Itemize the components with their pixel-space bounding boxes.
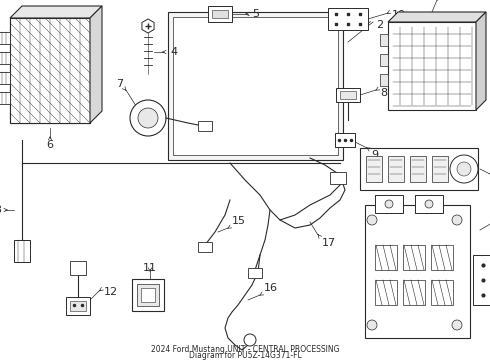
Polygon shape [10, 6, 102, 18]
Circle shape [244, 334, 256, 346]
Bar [473, 255, 490, 305]
Text: 12: 12 [104, 287, 118, 297]
Bar [330, 172, 346, 184]
Text: 3: 3 [0, 205, 1, 215]
Bar [388, 22, 476, 110]
Bar [248, 268, 262, 278]
Polygon shape [142, 19, 154, 33]
Text: 16: 16 [264, 283, 278, 293]
Bar [14, 240, 30, 262]
Bar [198, 242, 212, 252]
Polygon shape [388, 12, 486, 22]
Bar [380, 34, 388, 46]
Bar [141, 288, 155, 302]
Text: 9: 9 [371, 150, 378, 160]
Text: Diagram for PU5Z-14G371-FL: Diagram for PU5Z-14G371-FL [189, 351, 301, 360]
Bar [365, 205, 470, 338]
Text: 2: 2 [376, 20, 383, 30]
Circle shape [457, 162, 471, 176]
Bar [173, 17, 338, 155]
Bar [431, 280, 453, 305]
Bar [66, 297, 90, 315]
Text: 7: 7 [116, 79, 123, 89]
Bar [10, 18, 90, 123]
Circle shape [450, 155, 478, 183]
Polygon shape [90, 6, 102, 123]
Bar [388, 156, 404, 182]
Circle shape [452, 320, 462, 330]
Text: 2024 Ford Mustang UNIT - CENTRAL PROCESSING: 2024 Ford Mustang UNIT - CENTRAL PROCESS… [151, 345, 339, 354]
Text: 15: 15 [232, 216, 246, 226]
Bar [380, 54, 388, 66]
Circle shape [452, 215, 462, 225]
Bar [380, 74, 388, 86]
Bar [70, 301, 86, 311]
Bar [432, 156, 448, 182]
Bar [10, 18, 90, 123]
Bar [212, 10, 228, 18]
Bar [410, 156, 426, 182]
Circle shape [385, 200, 393, 208]
Bar [375, 245, 397, 270]
Circle shape [138, 108, 158, 128]
Polygon shape [476, 12, 486, 110]
Bar [431, 245, 453, 270]
Bar [335, 133, 355, 147]
Bar [403, 280, 425, 305]
Circle shape [367, 320, 377, 330]
Bar [0, 32, 10, 44]
Bar [168, 12, 343, 160]
Bar [375, 195, 403, 213]
Bar [132, 279, 164, 311]
Bar [360, 148, 478, 190]
Bar [0, 92, 10, 104]
Circle shape [130, 100, 166, 136]
Bar [0, 52, 10, 64]
Bar [70, 261, 86, 275]
Bar [340, 91, 356, 99]
Bar [0, 72, 10, 84]
Bar [375, 280, 397, 305]
Text: 6: 6 [47, 140, 53, 150]
Text: 11: 11 [143, 263, 157, 273]
Circle shape [367, 215, 377, 225]
Text: 17: 17 [322, 238, 336, 248]
Bar [366, 156, 382, 182]
Text: 8: 8 [380, 88, 387, 98]
Text: 5: 5 [252, 9, 259, 19]
Bar [328, 8, 368, 30]
Circle shape [425, 200, 433, 208]
Bar [208, 6, 232, 22]
Bar [336, 88, 360, 102]
Text: 10: 10 [392, 10, 406, 20]
Bar [415, 195, 443, 213]
Bar [198, 121, 212, 131]
Bar [137, 284, 159, 306]
Bar [403, 245, 425, 270]
Text: 4: 4 [170, 47, 177, 57]
